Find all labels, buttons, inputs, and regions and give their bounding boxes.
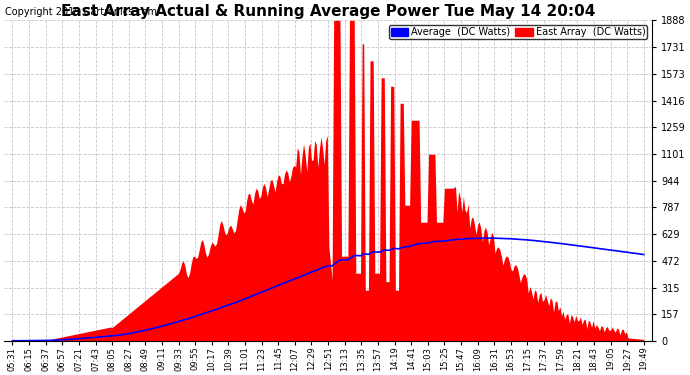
Legend: Average  (DC Watts), East Array  (DC Watts): Average (DC Watts), East Array (DC Watts…: [388, 25, 647, 39]
Title: East Array Actual & Running Average Power Tue May 14 20:04: East Array Actual & Running Average Powe…: [61, 4, 595, 19]
Text: Copyright 2019 Cartronics.com: Copyright 2019 Cartronics.com: [5, 7, 157, 17]
